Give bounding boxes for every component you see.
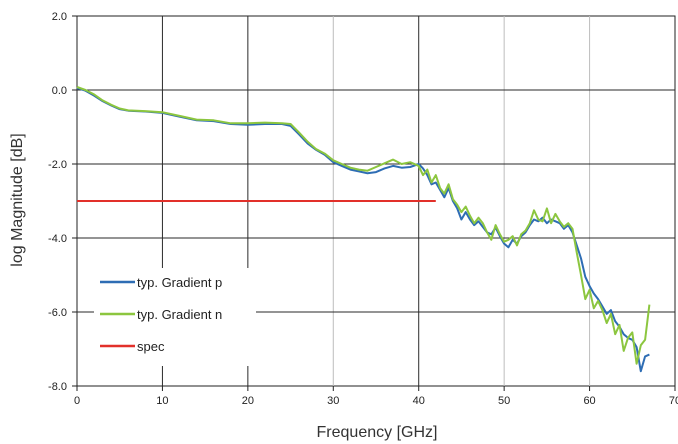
x-tick-label: 40 bbox=[413, 395, 425, 407]
legend-label: spec bbox=[137, 339, 165, 354]
y-tick-label: -8.0 bbox=[48, 381, 67, 393]
y-tick-label: 2.0 bbox=[52, 11, 67, 23]
y-tick-label: -4.0 bbox=[48, 233, 67, 245]
legend-label: typ. Gradient p bbox=[137, 275, 222, 290]
legend: typ. Gradient p typ. Gradient n spec bbox=[94, 268, 256, 366]
y-tick-label: -6.0 bbox=[48, 307, 67, 319]
legend-background bbox=[94, 268, 256, 366]
x-tick-label: 30 bbox=[327, 395, 339, 407]
legend-label: typ. Gradient n bbox=[137, 307, 222, 322]
x-tick-label: 20 bbox=[242, 395, 254, 407]
x-tick-label: 70 bbox=[669, 395, 678, 407]
y-tick-label: 0.0 bbox=[52, 85, 67, 97]
axis-layer: 0 10 20 30 40 50 60 70 2.0 0.0 -2.0 -4.0 -6.0 -8.0 bbox=[48, 11, 678, 407]
y-tick-label: -2.0 bbox=[48, 159, 67, 171]
series-line-typ-gradient-n bbox=[76, 86, 651, 365]
x-tick-label: 10 bbox=[156, 395, 168, 407]
x-axis-title: Frequency [GHz] bbox=[317, 424, 438, 441]
x-tick-label: 50 bbox=[498, 395, 510, 407]
series-layer bbox=[76, 86, 651, 373]
series-line-typ-gradient-p bbox=[76, 87, 650, 373]
y-axis-title: log Magnitude [dB] bbox=[9, 133, 26, 266]
x-tick-label: 60 bbox=[583, 395, 595, 407]
x-tick-label: 0 bbox=[74, 395, 80, 407]
